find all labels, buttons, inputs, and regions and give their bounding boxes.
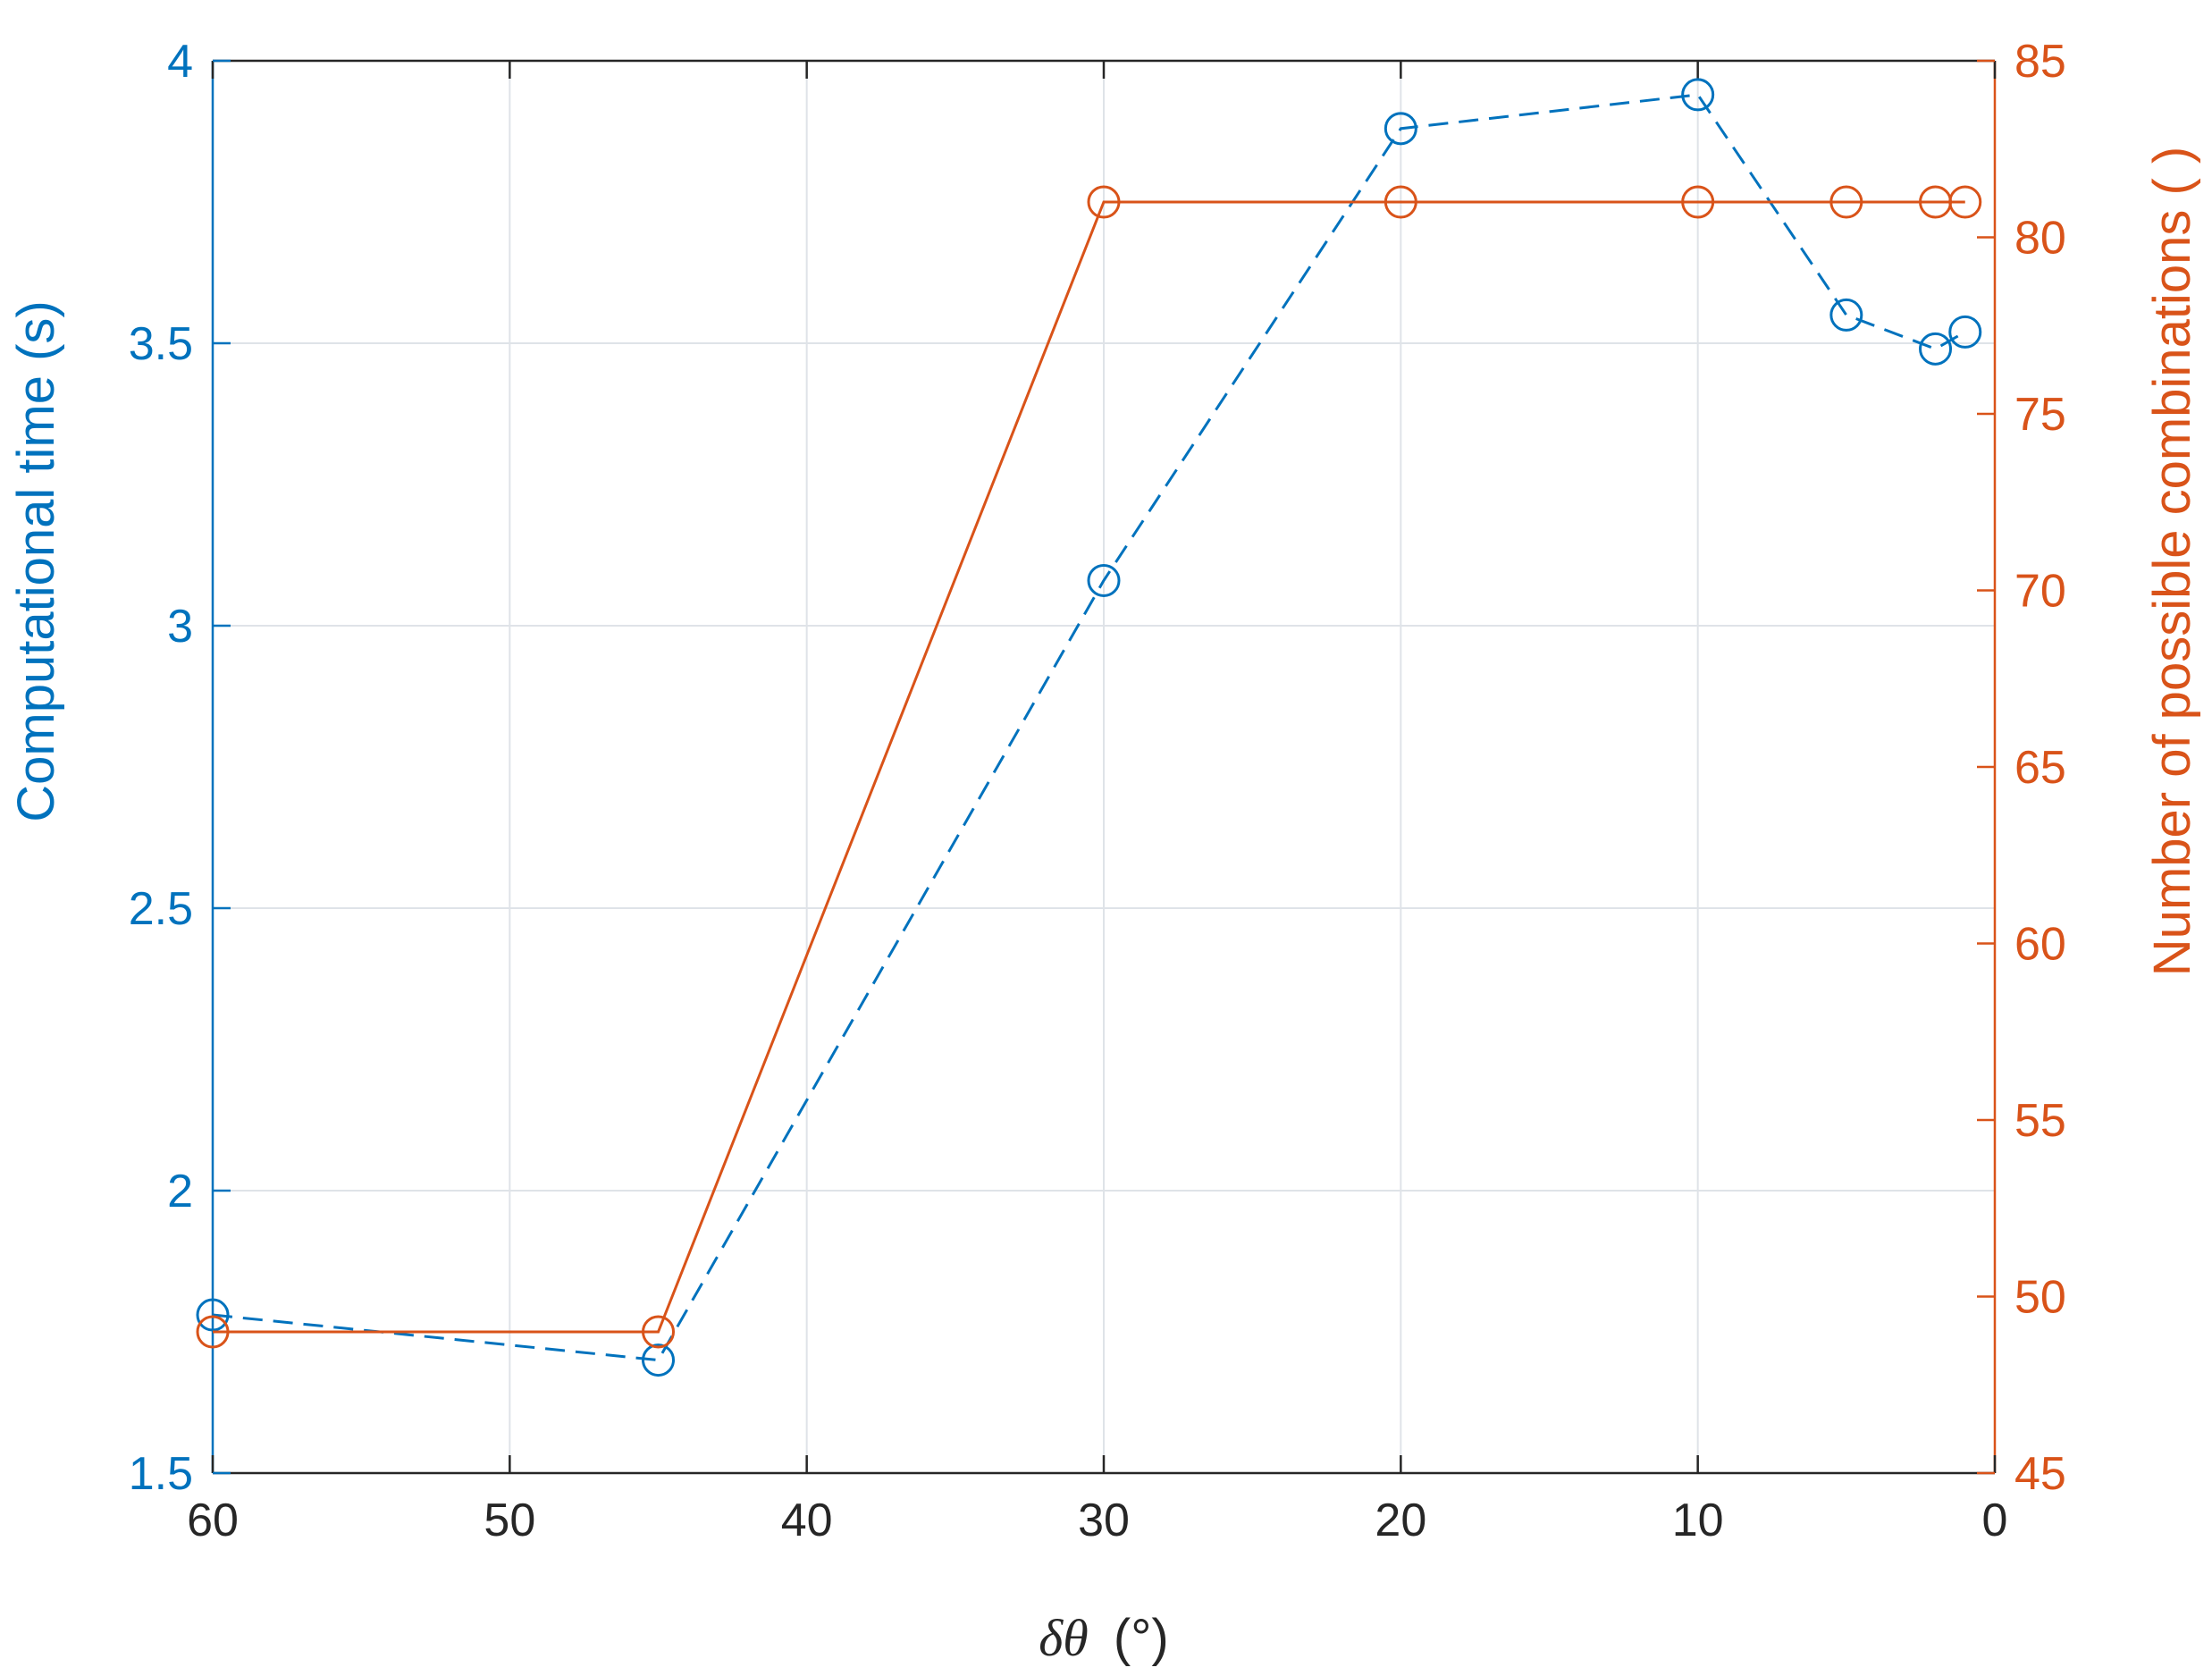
- left-y-tick-label: 2: [167, 1166, 193, 1217]
- right-y-tick-label: 55: [2014, 1095, 2066, 1147]
- tick-marks-and-labels: 60 50 40 30 20 10 0 1.5 2 2.5 3 3.5 4 45 50 55 60 65 70 75 8…: [129, 36, 2066, 1546]
- left-y-tick-label: 3: [167, 601, 193, 653]
- x-tick-label: 20: [1375, 1495, 1426, 1546]
- right-y-axis-title: Number of possible combinations ( ): [2143, 147, 2201, 976]
- combinations-point: [196, 1315, 230, 1349]
- computational-time-point: [1384, 112, 1417, 146]
- x-tick-label: 60: [187, 1495, 239, 1546]
- x-tick-label: 0: [1982, 1495, 2008, 1546]
- computational-time-point: [1948, 315, 1982, 349]
- x-axis-unit: (°): [1114, 1609, 1169, 1667]
- combinations-point: [1087, 185, 1121, 219]
- right-y-tick-label: 65: [2014, 742, 2066, 794]
- computational-time-point: [1681, 78, 1715, 112]
- right-y-tick-label: 70: [2014, 566, 2066, 618]
- right-y-tick-label: 85: [2014, 36, 2066, 88]
- x-axis-title: δθ (°): [1039, 1609, 1168, 1667]
- right-y-tick-label: 45: [2014, 1448, 2066, 1500]
- data-series: [196, 78, 1982, 1377]
- right-y-tick-label: 60: [2014, 919, 2066, 971]
- computational-time-series: [196, 78, 1982, 1377]
- computational-time-point: [1087, 563, 1121, 597]
- computational-time-point: [1919, 332, 1953, 366]
- x-tick-label: 30: [1078, 1495, 1130, 1546]
- x-axis-symbol: δθ: [1039, 1609, 1088, 1667]
- left-y-tick-label: 2.5: [129, 883, 193, 935]
- combinations-series: [196, 185, 1982, 1349]
- computational-time-point: [196, 1298, 230, 1332]
- combinations-point: [1681, 185, 1715, 219]
- computational-time-point: [1829, 298, 1863, 332]
- x-tick-label: 10: [1672, 1495, 1724, 1546]
- combinations-point: [1384, 185, 1417, 219]
- x-tick-label: 50: [484, 1495, 535, 1546]
- right-y-tick-label: 50: [2014, 1272, 2066, 1324]
- combinations-point: [1829, 185, 1863, 219]
- combinations-point: [642, 1315, 675, 1349]
- x-tick-label: 40: [781, 1495, 833, 1546]
- right-y-tick-label: 75: [2014, 389, 2066, 441]
- left-y-axis-title: Computational time (s): [7, 300, 65, 821]
- left-y-tick-label: 1.5: [129, 1448, 193, 1500]
- computational-time-point: [642, 1343, 675, 1377]
- combinations-point: [1948, 185, 1982, 219]
- left-y-tick-label: 4: [167, 36, 193, 88]
- left-y-tick-label: 3.5: [129, 318, 193, 370]
- right-y-tick-label: 80: [2014, 213, 2066, 265]
